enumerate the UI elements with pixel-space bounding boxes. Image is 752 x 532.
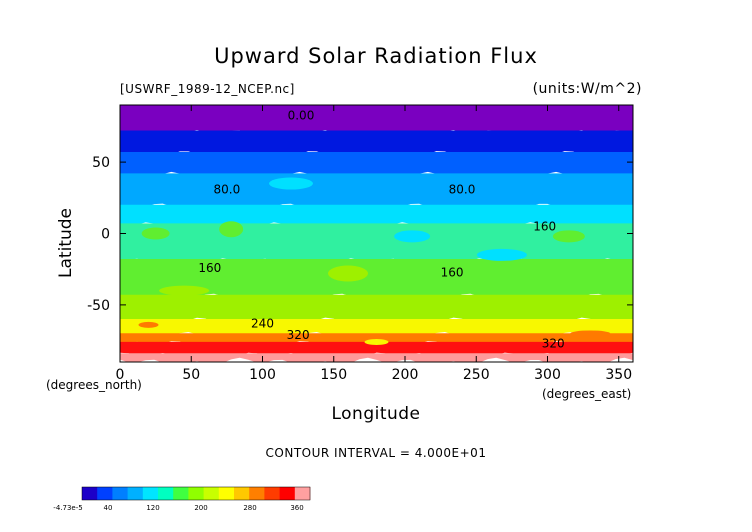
x-tick-label: 350 [605, 367, 632, 383]
x-axis-label: Longitude [331, 404, 421, 424]
heatmap-feature [552, 230, 585, 243]
heatmap-band [120, 173, 633, 213]
x-axis-ticks: 0 50 100 150 200 250 300 350 [116, 105, 632, 383]
colorbar-swatch [234, 487, 250, 500]
x-tick-label: 150 [320, 367, 347, 383]
file-label: [USWRF_1989-12_NCEP.nc] [120, 82, 295, 96]
heatmap-feature [328, 265, 368, 282]
contour-label: 160 [198, 261, 221, 275]
contour-label: 80.0 [449, 183, 476, 197]
units-label: (units:W/m^2) [532, 81, 642, 97]
heatmap-feature [141, 227, 170, 240]
colorbar-swatch [294, 487, 311, 500]
heatmap-feature [269, 177, 313, 190]
heatmap-band [120, 105, 633, 138]
heatmap-feature [138, 321, 159, 328]
contour-label: 240 [251, 317, 274, 331]
contour-interval-text: CONTOUR INTERVAL = 4.000E+01 [265, 446, 487, 460]
colorbar: -4.73e-5 40 120 200 280 360 [53, 486, 311, 512]
colorbar-tick-label: 120 [146, 504, 159, 512]
x-tick-label: 250 [463, 367, 490, 383]
y-axis-ticks: -50 0 50 [87, 155, 633, 314]
x-tick-label: 50 [182, 367, 200, 383]
contour-labels: 0.00 80.0 80.0 160 160 160 240 320 320 [198, 108, 564, 350]
colorbar-tick-label: 360 [290, 504, 303, 512]
y-tick-label: -50 [87, 298, 110, 314]
heatmap-feature [476, 248, 527, 261]
colorbar-tick-label: 40 [104, 504, 113, 512]
contour-label: 0.00 [288, 108, 315, 122]
x-unit-label: (degrees_east) [542, 387, 632, 401]
colorbar-swatch [188, 487, 205, 500]
heatmap-band [120, 353, 633, 362]
colorbar-swatch [112, 487, 129, 500]
colorbar-swatch [82, 487, 98, 500]
colorbar-swatch [203, 487, 220, 500]
heatmap-feature [527, 184, 568, 197]
colorbar-swatch [264, 487, 281, 500]
colorbar-tick-label: -4.73e-5 [53, 504, 82, 512]
colorbar-tick-label: 280 [243, 504, 256, 512]
x-tick-label: 300 [534, 367, 561, 383]
heatmap-feature [364, 339, 389, 346]
contour-label: 320 [287, 328, 310, 342]
contour-label: 160 [441, 265, 464, 279]
heatmap-feature [570, 330, 611, 337]
heatmap-band [120, 294, 633, 327]
colorbar-tick-label: 200 [194, 504, 207, 512]
contour-label: 80.0 [214, 183, 241, 197]
x-tick-label: 100 [249, 367, 276, 383]
x-tick-label: 0 [116, 367, 125, 383]
heatmap-feature [394, 230, 431, 243]
heatmap-band [120, 151, 633, 181]
colorbar-swatch [97, 487, 113, 500]
heatmap-band [120, 259, 633, 302]
contour-label: 160 [533, 220, 556, 234]
colorbar-swatch [158, 487, 174, 500]
colorbar-swatch [127, 487, 144, 500]
contour-label: 320 [542, 337, 565, 351]
chart-title: Upward Solar Radiation Flux [214, 44, 538, 68]
colorbar-swatch [249, 487, 265, 500]
y-unit-label: (degrees_north) [46, 378, 142, 392]
heatmap-feature [159, 285, 210, 296]
colorbar-swatch [142, 487, 159, 500]
colorbar-swatch [218, 487, 235, 500]
y-tick-label: 0 [101, 227, 110, 243]
heatmap-band [120, 341, 633, 361]
y-tick-label: 50 [92, 155, 110, 171]
heatmap-features [138, 177, 611, 346]
colorbar-swatch [279, 487, 296, 500]
heatmap-feature [219, 221, 244, 238]
x-tick-label: 200 [392, 367, 419, 383]
colorbar-swatch [173, 487, 189, 500]
